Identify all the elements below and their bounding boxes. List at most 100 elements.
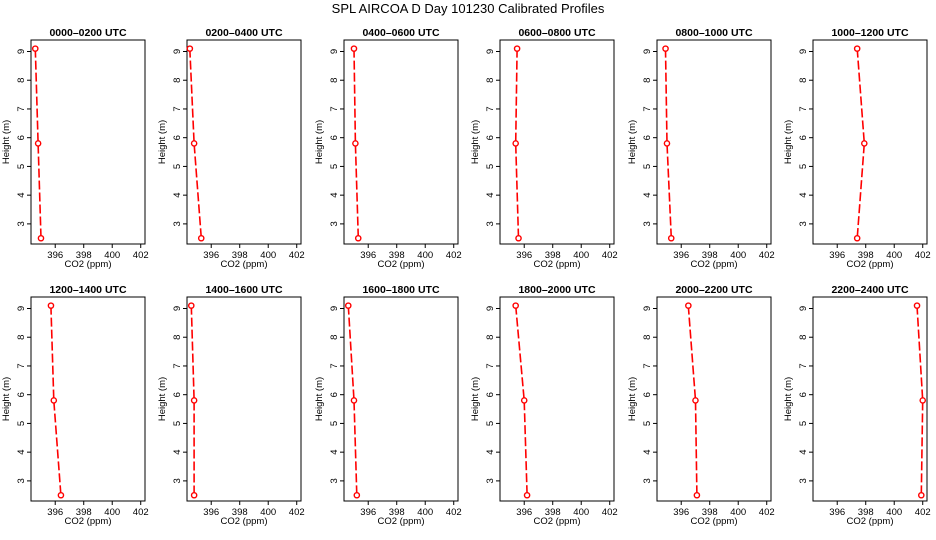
data-point xyxy=(50,397,58,404)
panel-title: 0800–1000 UTC xyxy=(675,27,752,39)
panel-title: 1000–1200 UTC xyxy=(831,27,908,39)
x-tick-label: 402 xyxy=(133,507,149,518)
y-axis-label: Height (m) xyxy=(627,377,638,421)
plot-frame xyxy=(656,39,772,245)
x-tick-label: 400 xyxy=(417,250,433,261)
y-tick-label: 3 xyxy=(172,221,183,226)
chart-panel: 2200–2400 UTC 396 398 400 402 3 4 5 6 7 8 9 CO2 (ppm… xyxy=(783,284,931,527)
y-tick-label: 6 xyxy=(485,135,496,140)
profile-line xyxy=(687,305,698,496)
y-tick-label: 7 xyxy=(642,363,653,368)
x-tick-label: 400 xyxy=(104,507,120,518)
panel-title: 2000–2200 UTC xyxy=(675,284,752,296)
y-tick-label: 7 xyxy=(798,363,809,368)
y-tick-label: 5 xyxy=(798,164,809,169)
x-tick-label: 398 xyxy=(858,507,874,518)
plot-frame xyxy=(499,39,615,245)
y-tick-label: 6 xyxy=(329,392,340,397)
x-tick-label: 398 xyxy=(389,250,405,261)
x-tick-label: 402 xyxy=(289,250,305,261)
plot-frame xyxy=(812,296,928,502)
x-axis-label: CO2 (ppm) xyxy=(691,259,738,270)
y-tick-label: 8 xyxy=(642,335,653,340)
y-tick-label: 7 xyxy=(329,363,340,368)
y-tick-label: 9 xyxy=(642,306,653,311)
panel-title: 0600–0800 UTC xyxy=(518,27,595,39)
y-tick-label: 8 xyxy=(485,78,496,83)
data-point xyxy=(918,491,925,499)
x-axis-label: CO2 (ppm) xyxy=(847,516,894,527)
y-axis-label: Height (m) xyxy=(1,377,12,421)
x-tick-label: 400 xyxy=(260,250,276,261)
y-tick-label: 6 xyxy=(642,135,653,140)
y-tick-label: 4 xyxy=(172,193,183,198)
data-point xyxy=(187,302,195,309)
x-axis-label: CO2 (ppm) xyxy=(65,259,112,270)
y-tick-label: 3 xyxy=(172,478,183,483)
y-tick-label: 7 xyxy=(485,106,496,111)
x-tick-label: 398 xyxy=(702,250,718,261)
y-tick-label: 6 xyxy=(16,392,27,397)
y-tick-label: 6 xyxy=(642,392,653,397)
profile-line xyxy=(189,48,203,239)
data-point xyxy=(515,234,522,242)
x-tick-label: 398 xyxy=(858,250,874,261)
chart-panel: 0600–0800 UTC 396 398 400 402 3 4 5 6 7 8 9 CO2 (ppm… xyxy=(470,27,618,270)
y-tick-label: 6 xyxy=(798,392,809,397)
y-tick-label: 9 xyxy=(329,49,340,54)
data-point xyxy=(692,397,699,404)
y-tick-label: 7 xyxy=(172,106,183,111)
x-axis-label: CO2 (ppm) xyxy=(378,516,425,527)
y-tick-label: 4 xyxy=(329,450,340,455)
plot-frame xyxy=(30,296,146,502)
panel-title: 1200–1400 UTC xyxy=(49,284,126,296)
y-tick-label: 3 xyxy=(798,478,809,483)
x-tick-label: 398 xyxy=(702,507,718,518)
plot-frame xyxy=(812,39,928,245)
y-tick-label: 8 xyxy=(16,78,27,83)
y-tick-label: 3 xyxy=(485,478,496,483)
data-point xyxy=(350,397,358,404)
y-tick-label: 5 xyxy=(485,421,496,426)
y-tick-label: 6 xyxy=(485,392,496,397)
y-axis-label: Height (m) xyxy=(470,377,481,421)
data-point xyxy=(197,234,205,242)
y-tick-label: 9 xyxy=(172,49,183,54)
x-axis-label: CO2 (ppm) xyxy=(221,259,268,270)
x-axis-label: CO2 (ppm) xyxy=(534,259,581,270)
y-axis-label: Height (m) xyxy=(470,120,481,164)
y-tick-label: 7 xyxy=(172,363,183,368)
panel-title: 0400–0600 UTC xyxy=(362,27,439,39)
y-tick-label: 8 xyxy=(172,335,183,340)
y-axis-label: Height (m) xyxy=(314,120,325,164)
data-point xyxy=(190,140,198,147)
y-tick-label: 3 xyxy=(485,221,496,226)
y-tick-label: 5 xyxy=(172,421,183,426)
x-tick-label: 400 xyxy=(573,507,589,518)
data-point xyxy=(919,397,927,404)
y-tick-label: 5 xyxy=(642,164,653,169)
panel-title: 1800–2000 UTC xyxy=(518,284,595,296)
plot-frame xyxy=(186,39,302,245)
data-point xyxy=(37,234,45,242)
y-tick-label: 4 xyxy=(642,450,653,455)
y-tick-label: 5 xyxy=(172,164,183,169)
x-tick-label: 396 xyxy=(203,507,219,518)
profile-line xyxy=(856,48,866,239)
y-tick-label: 3 xyxy=(329,478,340,483)
data-point xyxy=(47,302,55,309)
profile-line xyxy=(190,305,195,496)
x-tick-label: 402 xyxy=(759,250,775,261)
y-tick-label: 4 xyxy=(485,450,496,455)
profile-line xyxy=(514,48,520,239)
x-tick-label: 402 xyxy=(602,507,618,518)
data-point xyxy=(190,397,198,404)
y-tick-label: 6 xyxy=(16,135,27,140)
data-point xyxy=(853,45,861,52)
x-tick-label: 396 xyxy=(516,250,532,261)
data-point xyxy=(34,140,42,147)
y-tick-label: 3 xyxy=(16,478,27,483)
data-point xyxy=(31,45,39,52)
x-tick-label: 398 xyxy=(76,507,92,518)
data-point xyxy=(190,491,198,499)
